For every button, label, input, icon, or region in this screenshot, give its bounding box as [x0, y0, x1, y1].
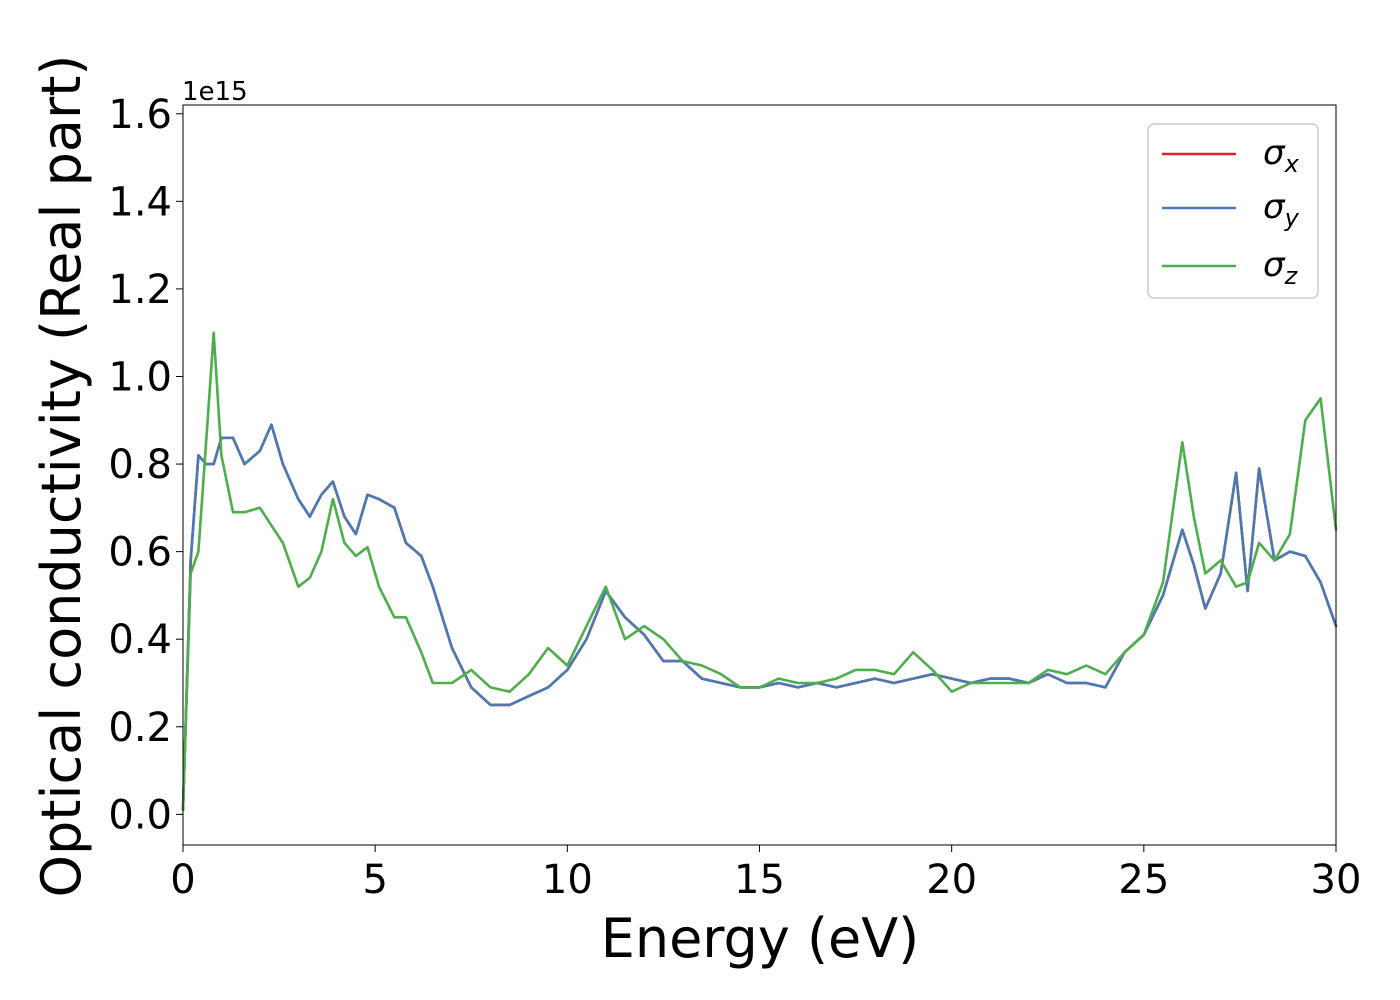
legend-label-base: σ: [1263, 245, 1286, 285]
y-tick-label: 0.6: [108, 530, 172, 576]
legend-label-subscript: z: [1284, 262, 1299, 290]
series-lines: [181, 331, 1338, 812]
series-line-σz: [181, 331, 1338, 812]
y-tick-label: 0.0: [108, 792, 172, 838]
legend-label-z: σz: [1263, 245, 1299, 290]
legend-label-subscript: y: [1284, 204, 1300, 232]
x-tick-label: 0: [170, 857, 195, 903]
x-tick-label: 30: [1311, 857, 1362, 903]
y-tick-label: 1.2: [108, 267, 172, 313]
x-axis-label: Energy (eV): [601, 907, 920, 970]
legend-box: [1147, 123, 1319, 299]
y-tick-label: 1.4: [108, 179, 172, 225]
x-tick-label: 10: [542, 857, 593, 903]
y-axis-label: Optical conductivity (Real part): [30, 55, 93, 898]
plot-frame: [182, 104, 1337, 846]
x-tick-label: 15: [734, 857, 785, 903]
y-tick-label: 0.2: [108, 705, 172, 751]
x-tick-label: 20: [926, 857, 977, 903]
x-axis-ticks: 0 5 10 15 20 25 30: [170, 845, 1361, 903]
y-tick-label: 0.4: [108, 617, 172, 663]
x-tick-label: 5: [362, 857, 387, 903]
legend-label-y: σy: [1263, 187, 1300, 232]
legend-label-base: σ: [1263, 133, 1286, 173]
y-tick-label: 1.6: [108, 92, 172, 138]
legend-label-subscript: x: [1284, 150, 1300, 178]
y-tick-label: 0.8: [108, 442, 172, 488]
series-line-σy: [181, 423, 1338, 812]
series-line-σx: [181, 423, 1338, 812]
legend-label-base: σ: [1263, 187, 1286, 227]
y-axis-ticks: 0.0 0.2 0.4 0.6 0.8 1.0 1.2 1.4 1.6: [108, 92, 183, 838]
x-tick-label: 25: [1118, 857, 1169, 903]
legend-label-x: σx: [1263, 133, 1300, 178]
y-axis-multiplier-label: 1e15: [182, 77, 248, 107]
y-tick-label: 1.0: [108, 354, 172, 400]
